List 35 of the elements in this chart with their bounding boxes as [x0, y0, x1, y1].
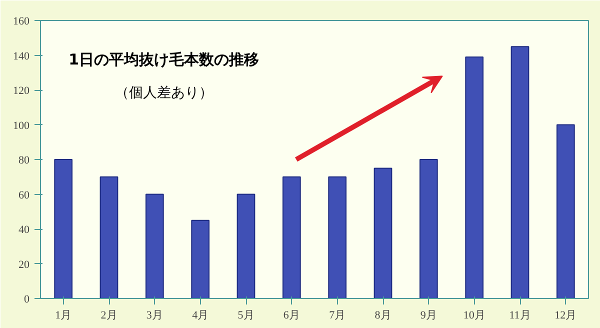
- x-tick-label: 3月: [146, 310, 163, 322]
- x-tick-label: 1月: [55, 310, 72, 322]
- y-tick-label: 40: [18, 224, 30, 236]
- x-tick-label: 9月: [420, 310, 437, 322]
- bar: [54, 159, 73, 298]
- y-tick-label: 140: [13, 50, 30, 62]
- y-tick-label: 120: [13, 85, 30, 97]
- y-tick-label: 80: [18, 154, 30, 166]
- x-tick-label: 6月: [283, 310, 300, 322]
- bar: [374, 168, 392, 298]
- bar: [419, 159, 438, 298]
- bar: [465, 56, 484, 298]
- bar: [556, 124, 575, 298]
- text: （個人差あり）: [114, 84, 213, 101]
- x-tick-label: 12月: [554, 310, 577, 322]
- y-tick-label: 0: [24, 294, 30, 306]
- bar: [510, 46, 530, 298]
- x-tick-label: 8月: [374, 310, 392, 322]
- y-tick-label: 60: [18, 189, 30, 202]
- y-tick-label: 20: [18, 258, 30, 271]
- x-tick-label: 2月: [100, 310, 118, 322]
- bar: [328, 176, 347, 298]
- x-tick-label: 10月: [463, 310, 486, 322]
- bar: [145, 194, 164, 298]
- y-tick-label: 160: [13, 16, 30, 28]
- x-tick-label: 5月: [238, 310, 254, 322]
- bar: [100, 176, 118, 298]
- x-tick-label: 11月: [509, 310, 531, 322]
- bar: [191, 220, 210, 298]
- x-tick-label: 7月: [329, 310, 346, 322]
- bar: [236, 194, 256, 298]
- bar: [282, 176, 301, 298]
- y-tick-label: 100: [13, 120, 30, 132]
- x-tick-label: 4月: [192, 310, 209, 322]
- text: 1日の平均抜け毛本数の推移: [68, 50, 260, 68]
